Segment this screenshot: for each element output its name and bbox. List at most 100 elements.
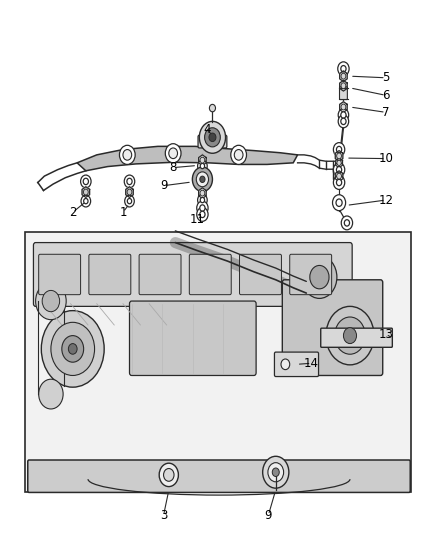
Circle shape [326,306,374,365]
Circle shape [231,146,247,165]
Text: 8: 8 [170,161,177,174]
Text: 7: 7 [382,106,389,119]
Circle shape [341,104,346,110]
Circle shape [209,104,215,112]
Circle shape [200,205,205,211]
Circle shape [343,328,357,344]
Circle shape [200,190,205,196]
FancyBboxPatch shape [321,328,392,348]
Circle shape [163,469,174,481]
Circle shape [281,359,290,369]
Circle shape [336,179,342,185]
Text: 4: 4 [204,123,211,136]
FancyBboxPatch shape [290,254,332,295]
Circle shape [302,256,337,298]
FancyBboxPatch shape [275,352,318,376]
Text: 6: 6 [382,89,389,102]
Circle shape [83,178,88,184]
FancyBboxPatch shape [28,460,410,492]
Circle shape [62,336,84,362]
FancyBboxPatch shape [25,232,411,492]
Circle shape [344,220,350,226]
Text: 11: 11 [190,213,205,226]
Circle shape [336,147,342,153]
FancyBboxPatch shape [198,135,227,148]
Circle shape [341,118,346,125]
Circle shape [333,163,345,176]
Text: 2: 2 [69,206,77,219]
Polygon shape [82,187,90,197]
Circle shape [338,62,349,76]
Circle shape [200,211,205,217]
Polygon shape [336,158,343,167]
Polygon shape [339,80,347,91]
Circle shape [68,344,77,354]
Polygon shape [339,102,347,112]
FancyBboxPatch shape [139,254,181,295]
Circle shape [42,290,60,312]
Circle shape [197,207,208,221]
Text: 3: 3 [160,509,167,522]
FancyBboxPatch shape [130,301,256,375]
Circle shape [199,122,226,154]
Circle shape [169,148,177,159]
Circle shape [35,282,66,320]
Circle shape [41,311,104,387]
Text: 9: 9 [265,509,272,522]
Circle shape [192,167,212,191]
Circle shape [341,83,346,88]
Circle shape [341,73,346,79]
FancyBboxPatch shape [33,243,352,306]
Polygon shape [335,171,343,181]
Circle shape [127,178,132,184]
Circle shape [81,195,91,207]
Circle shape [337,153,342,159]
Circle shape [209,133,216,142]
Circle shape [338,109,349,122]
Text: 12: 12 [378,193,393,207]
Circle shape [198,194,207,206]
Text: 9: 9 [160,179,167,192]
Circle shape [165,144,181,163]
Polygon shape [339,71,347,82]
Circle shape [196,172,208,187]
Circle shape [198,160,207,172]
Circle shape [200,164,205,168]
Circle shape [83,189,88,195]
Text: 1: 1 [119,206,127,219]
FancyBboxPatch shape [339,87,347,100]
Circle shape [200,176,205,182]
FancyBboxPatch shape [89,254,131,295]
Circle shape [124,175,135,188]
Circle shape [127,189,132,195]
Text: 14: 14 [304,357,319,370]
Circle shape [333,143,345,157]
Polygon shape [198,155,206,165]
Polygon shape [126,187,133,197]
Circle shape [337,173,342,179]
Circle shape [341,112,346,118]
Circle shape [120,146,135,165]
Circle shape [337,160,341,165]
Circle shape [39,379,63,409]
Text: 5: 5 [382,71,389,84]
Circle shape [51,322,95,375]
FancyBboxPatch shape [189,254,231,295]
Circle shape [263,456,289,488]
Polygon shape [198,188,206,198]
Circle shape [125,195,134,207]
FancyBboxPatch shape [283,280,383,375]
Circle shape [333,175,345,189]
Circle shape [127,198,132,204]
Circle shape [341,66,346,72]
Circle shape [341,216,353,230]
Circle shape [338,115,349,128]
Polygon shape [77,147,297,171]
Circle shape [268,463,284,482]
Circle shape [234,150,243,160]
Circle shape [332,195,346,211]
Circle shape [336,166,342,173]
Circle shape [200,197,205,203]
Circle shape [200,157,205,163]
Circle shape [159,463,178,487]
